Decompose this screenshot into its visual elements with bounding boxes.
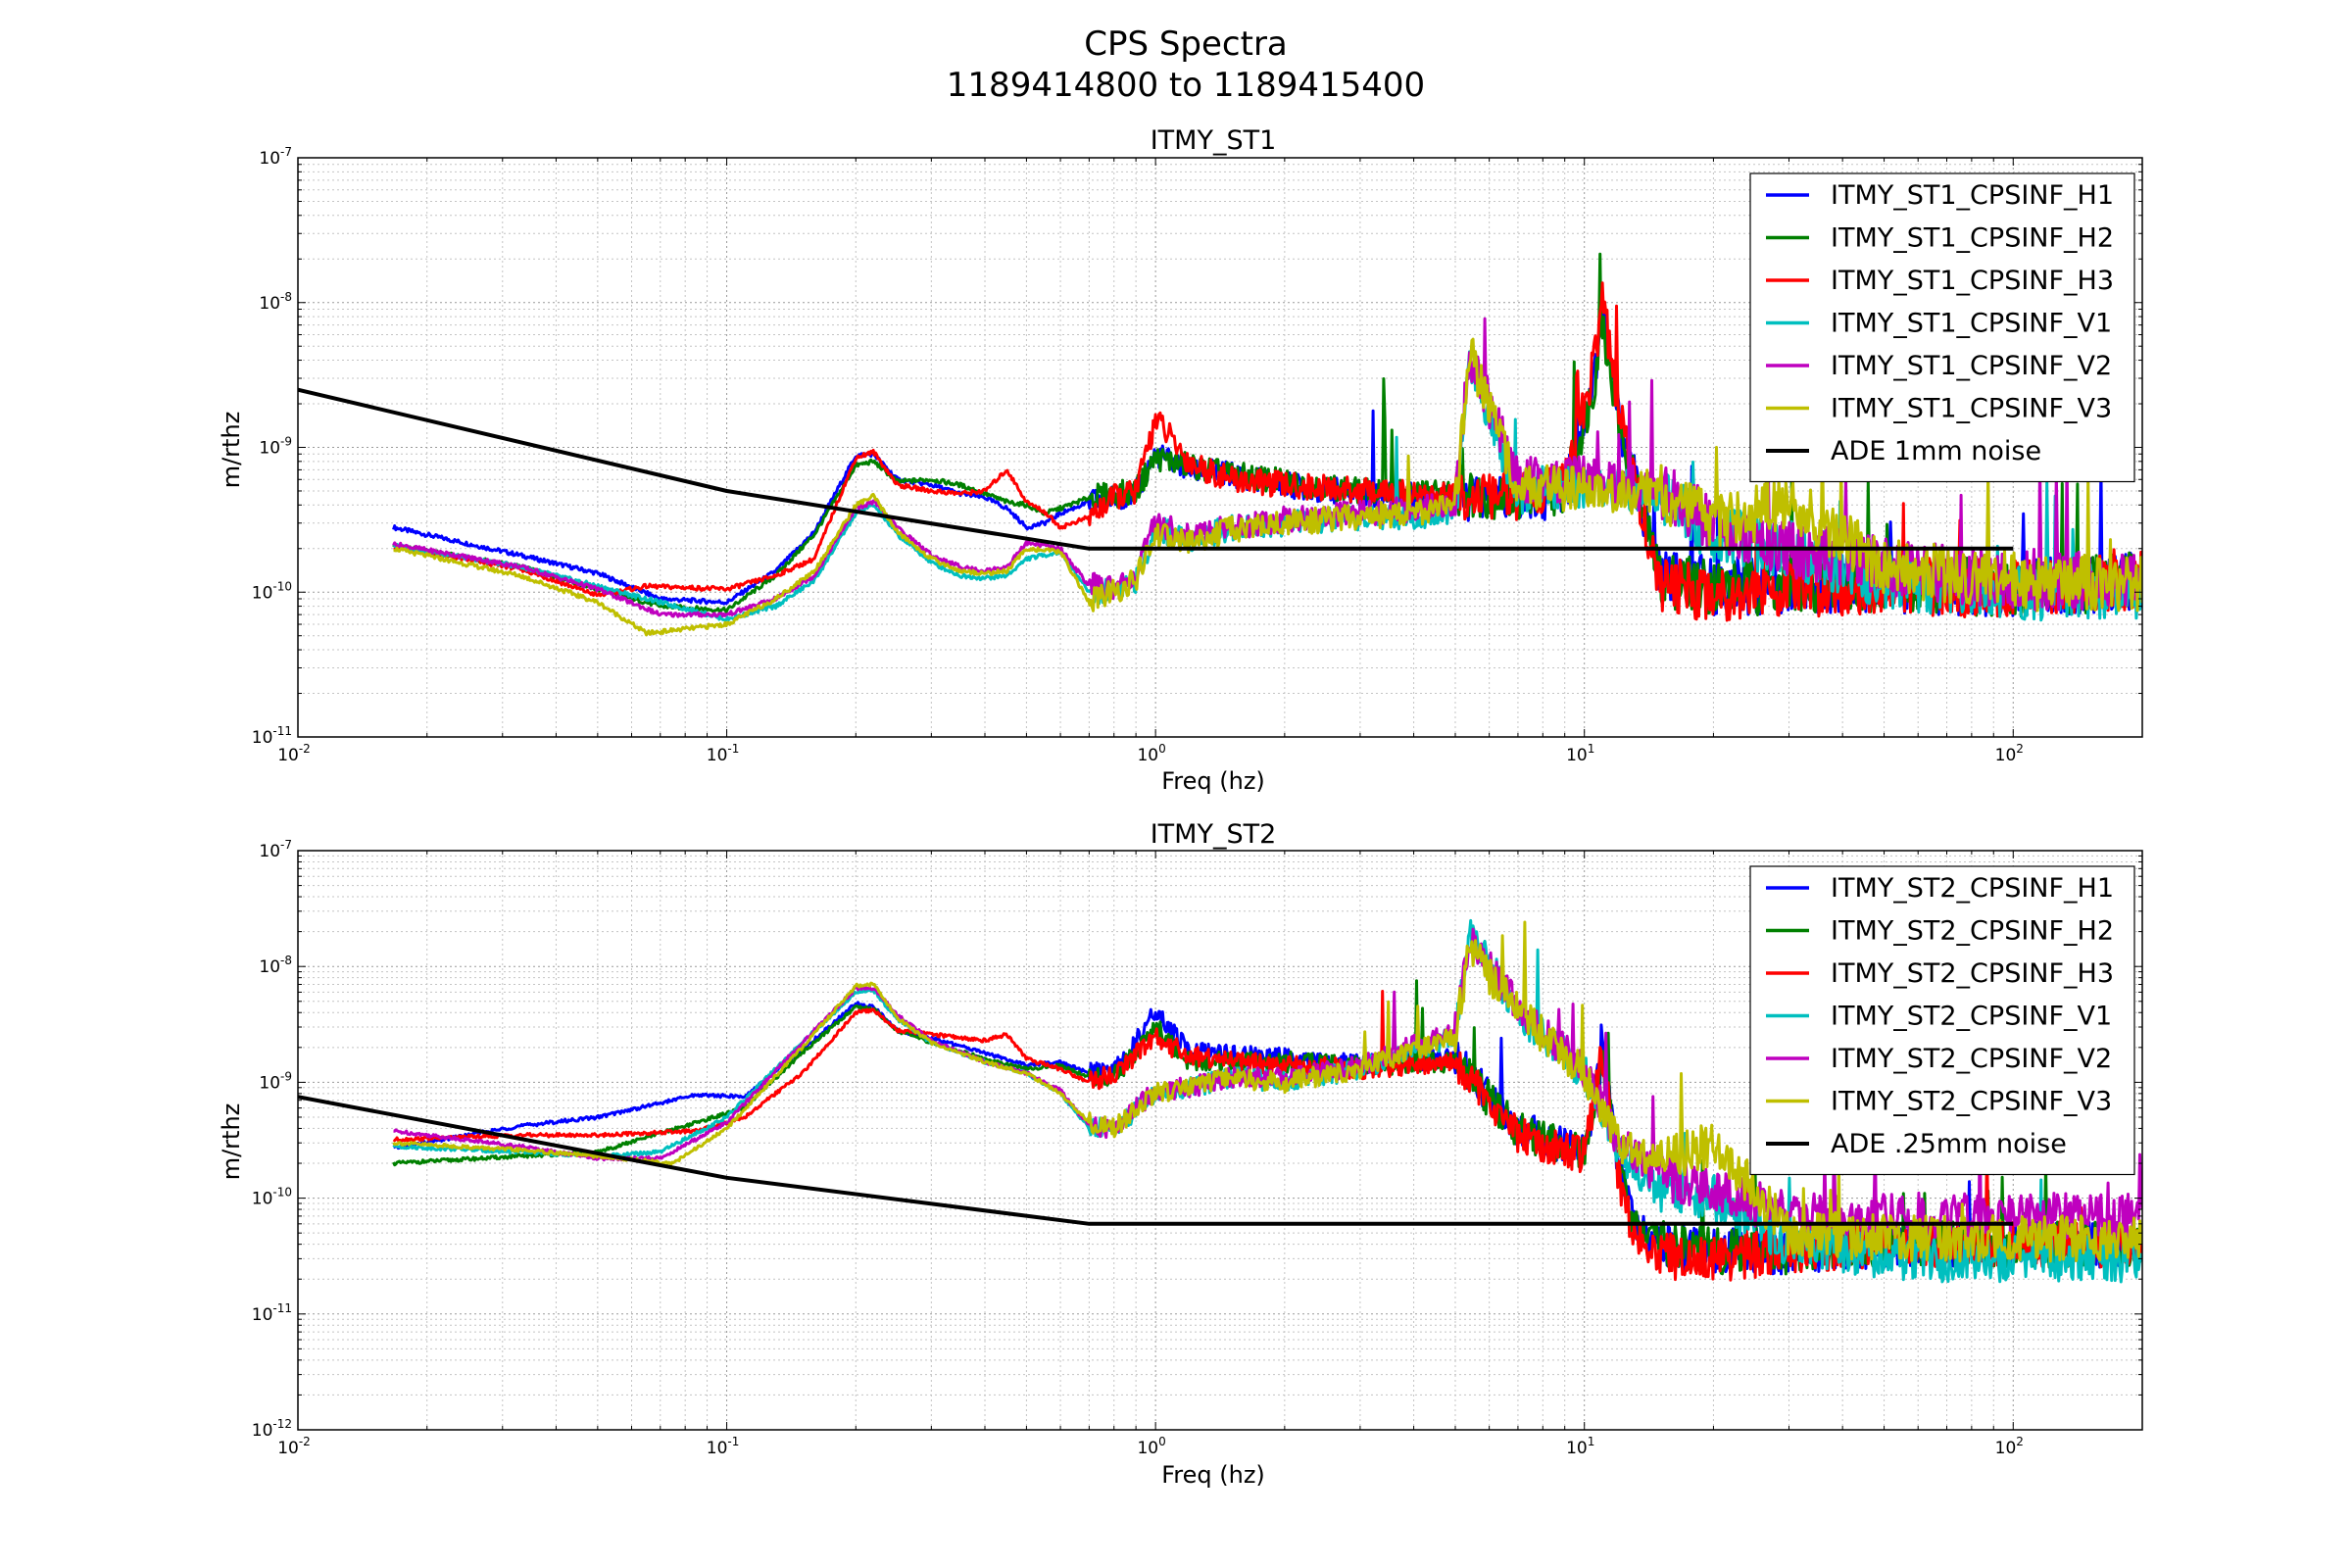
x-tick-label: 101 xyxy=(1566,1435,1594,1458)
legend-entry: ITMY_ST2_CPSINF_H1 xyxy=(1831,873,2114,904)
legend-entry: ADE 1mm noise xyxy=(1831,436,2041,466)
legend: ITMY_ST2_CPSINF_H1 ITMY_ST2_CPSINF_H2 ITMY… xyxy=(1749,865,2135,1176)
legend-entry: ITMY_ST1_CPSINF_V2 xyxy=(1831,351,2112,381)
chart-panel-st1: ITMY_ST1 Freq (hz) m/rthz 10-2 10-1 100 101… xyxy=(218,125,2143,795)
legend-entry: ADE .25mm noise xyxy=(1831,1129,2067,1159)
axis-ticks xyxy=(297,157,2143,738)
chart-title: ITMY_ST2 xyxy=(1151,819,1277,850)
legend-entry: ITMY_ST2_CPSINF_H3 xyxy=(1831,958,2114,989)
x-tick-label: 100 xyxy=(1137,742,1165,765)
x-tick-label: 10-2 xyxy=(277,1435,311,1458)
x-tick-label: 10-1 xyxy=(707,1435,740,1458)
legend: ITMY_ST1_CPSINF_H1 ITMY_ST1_CPSINF_H2 ITMY… xyxy=(1749,172,2135,483)
x-tick-label: 102 xyxy=(1995,742,2024,765)
series-lines xyxy=(298,918,2142,1284)
y-tick-label: 10-7 xyxy=(259,838,292,861)
y-tick-label: 10-8 xyxy=(259,954,292,977)
x-axis-label: Freq (hz) xyxy=(1161,767,1265,795)
y-tick-label: 10-11 xyxy=(252,1301,292,1325)
figure-subtitle: 1189414800 to 1189415400 xyxy=(947,66,1425,105)
x-tick-label: 102 xyxy=(1995,1435,2024,1458)
x-tick-label: 100 xyxy=(1137,1435,1165,1458)
legend-entry: ITMY_ST2_CPSINF_V1 xyxy=(1831,1002,2112,1032)
series-line-ade-1mm-noise xyxy=(298,387,2014,551)
legend-entry: ITMY_ST1_CPSINF_H1 xyxy=(1831,180,2114,211)
y-tick-label: 10-9 xyxy=(259,1069,292,1093)
x-tick-label: 101 xyxy=(1566,742,1594,765)
legend-entry: ITMY_ST1_CPSINF_V1 xyxy=(1831,309,2112,339)
y-tick-label: 10-7 xyxy=(259,145,292,169)
series-line-itmy-st2-cpsinf-v3 xyxy=(392,920,2142,1263)
legend-entry: ITMY_ST2_CPSINF_V3 xyxy=(1831,1087,2112,1117)
figure-title: CPS Spectra xyxy=(1084,24,1288,64)
series-lines xyxy=(298,252,2142,637)
chart-title: ITMY_ST1 xyxy=(1151,125,1277,156)
series-line-ade-25mm-noise xyxy=(298,1095,2014,1226)
legend-entry: ITMY_ST2_CPSINF_H2 xyxy=(1831,916,2114,947)
legend-box xyxy=(1749,865,2135,1176)
legend-entry: ITMY_ST2_CPSINF_V2 xyxy=(1831,1044,2112,1074)
axes-frame xyxy=(297,850,2143,1431)
legend-entry: ITMY_ST1_CPSINF_H2 xyxy=(1831,223,2114,254)
chart-panel-st2: ITMY_ST2 Freq (hz) m/rthz 10-2 10-1 100 101… xyxy=(218,819,2143,1489)
legend-box xyxy=(1749,172,2135,483)
series-line-itmy-st1-cpsinf-v3 xyxy=(393,337,2142,637)
y-axis-label: m/rthz xyxy=(218,1103,245,1181)
series-line-itmy-st1-cpsinf-h3 xyxy=(393,281,2142,622)
axis-ticks xyxy=(297,850,2143,1431)
y-tick-label: 10-8 xyxy=(259,290,292,314)
y-axis-label: m/rthz xyxy=(218,412,245,489)
x-tick-label: 10-1 xyxy=(707,742,740,765)
y-tick-label: 10-10 xyxy=(252,1186,292,1209)
y-tick-label: 10-10 xyxy=(252,579,292,603)
x-axis-label: Freq (hz) xyxy=(1161,1461,1265,1489)
legend-entry: ITMY_ST1_CPSINF_H3 xyxy=(1831,266,2114,296)
x-tick-label: 10-2 xyxy=(277,742,311,765)
y-tick-label: 10-12 xyxy=(252,1417,292,1441)
y-tick-label: 10-9 xyxy=(259,435,292,459)
y-tick-label: 10-11 xyxy=(252,724,292,748)
legend-entry: ITMY_ST1_CPSINF_V3 xyxy=(1831,394,2112,424)
